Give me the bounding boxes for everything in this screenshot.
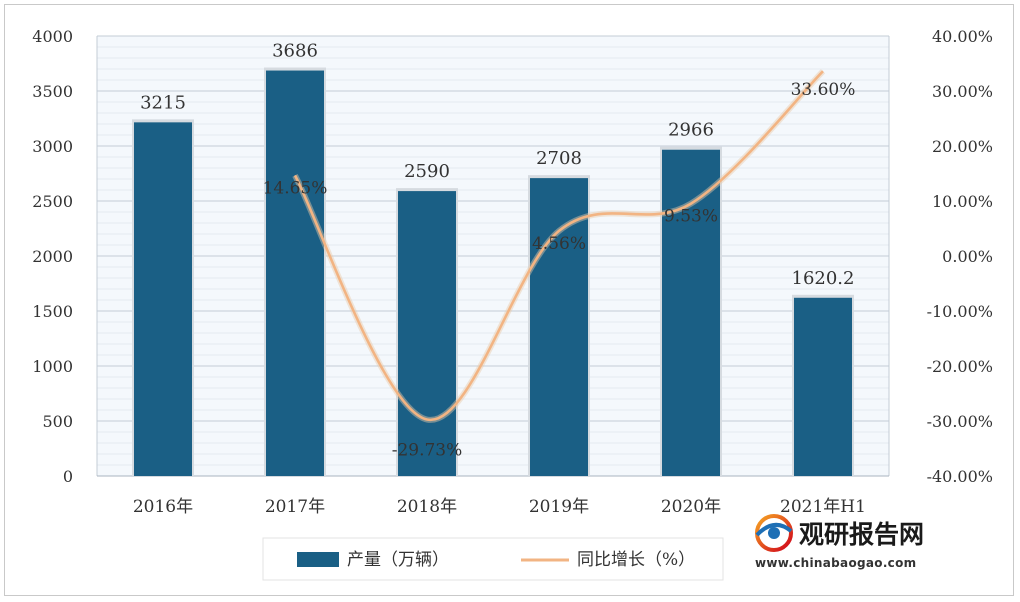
bar [530,178,588,476]
bar-value-label: 2590 [404,161,450,182]
growth-value-label: 14.65% [263,178,328,198]
y2-tick-label: -20.00% [927,357,993,376]
y-tick-label: 1500 [32,302,73,321]
legend-box [262,537,724,581]
bar-data-labels: 3215 3686 2590 2708 2966 1620.2 [140,41,854,289]
gridlines [96,35,890,477]
x-tick-label: 2016年 [133,497,193,517]
y-tick-label: 1000 [32,357,73,376]
growth-value-label: 4.56% [532,234,586,254]
y-axis-left: 0 500 1000 1500 2000 2500 3000 3500 4000 [32,27,73,486]
y-tick-label: 2500 [32,192,73,211]
y2-tick-label: -10.00% [927,302,993,321]
y2-tick-label: 0.00% [942,247,993,266]
x-tick-label: 2020年 [661,497,721,517]
legend-label-bar: 产量（万辆） [347,550,449,570]
bar-value-label: 2708 [536,148,582,169]
y2-tick-label: 40.00% [932,27,993,46]
y-tick-label: 500 [42,412,73,431]
y-tick-label: 3000 [32,137,73,156]
line-data-labels: 14.65% -29.73% 4.56% 9.53% 33.60% [263,80,856,460]
growth-value-label: 33.60% [791,80,856,100]
x-axis: 2016年 2017年 2018年 2019年 2020年 2021年H1 [133,497,866,517]
y-tick-label: 4000 [32,27,73,46]
bar-value-label: 1620.2 [792,268,855,289]
y-tick-label: 2000 [32,247,73,266]
bar-value-label: 3686 [272,41,318,62]
watermark: 观研报告网 www.chinabaogao.com [755,514,924,570]
watermark-url: www.chinabaogao.com [755,556,916,570]
bar [398,191,456,476]
y-tick-label: 3500 [32,82,73,101]
bar-value-label: 3215 [140,92,186,113]
growth-value-label: -29.73% [392,441,463,461]
growth-line [293,70,824,421]
legend: 产量（万辆） 同比增长（%） [262,537,724,581]
y-axis-right: -40.00% -30.00% -20.00% -10.00% 0.00% 10.00% 2… [927,27,993,486]
bar [266,70,324,476]
y2-tick-label: 20.00% [932,137,993,156]
growth-value-label: 9.53% [664,207,718,227]
x-tick-label: 2018年 [397,497,457,517]
watermark-name: 观研报告网 [799,520,924,549]
globe-logo-icon [755,514,793,552]
bar [662,149,720,477]
y2-tick-label: 10.00% [932,192,993,211]
bar [134,122,192,476]
x-tick-label: 2019年 [529,497,589,517]
bar [794,297,852,476]
y2-tick-label: 30.00% [932,82,993,101]
x-tick-label: 2017年 [265,497,325,517]
legend-swatch-bar [297,552,339,567]
x-tick-label: 2021年H1 [780,497,866,517]
chart-frame: 3215 3686 2590 2708 2966 1620.2 14.65% -29.73%… [4,4,1014,596]
chart-svg: 3215 3686 2590 2708 2966 1620.2 14.65% -29.73%… [32,27,993,581]
y2-tick-label: -30.00% [927,412,993,431]
y2-tick-label: -40.00% [927,467,993,486]
legend-label-line: 同比增长（%） [577,550,695,570]
bar-series [132,67,854,477]
bar-value-label: 2966 [668,120,714,141]
y-tick-label: 0 [63,467,73,486]
line-series [292,69,826,423]
